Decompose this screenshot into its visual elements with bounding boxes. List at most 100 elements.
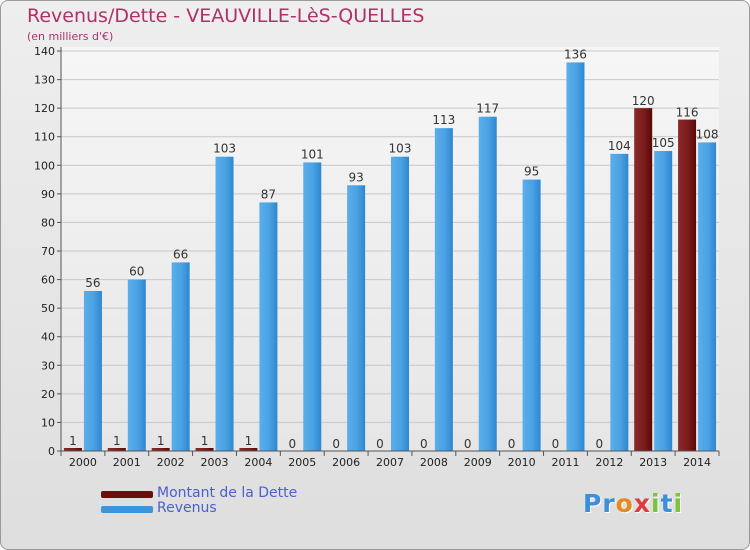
x-tick-label: 2006 (332, 456, 360, 469)
data-label-revenue: 103 (389, 142, 412, 156)
data-label-debt: 0 (596, 437, 604, 451)
bar-debt (634, 108, 653, 452)
data-label-revenue: 87 (261, 187, 276, 201)
data-label-revenue: 136 (564, 47, 587, 61)
data-label-debt: 0 (464, 437, 472, 451)
data-label-debt: 1 (113, 434, 121, 448)
legend-swatch-revenue (101, 506, 153, 513)
y-tick-label: 40 (41, 331, 55, 344)
x-tick-label: 2000 (69, 456, 97, 469)
x-axis: 2000 2001 2002 2003 2004 2005 2006 2007 2008 2009… (60, 450, 720, 469)
data-label-revenue: 93 (348, 170, 363, 184)
bar-debt (63, 448, 82, 451)
bars: 1 56 1 60 1 66 1 103 1 87 0 101 0 93 0 103 0 113 0 117 0 95 0 1… (63, 47, 719, 452)
y-tick-label: 90 (41, 188, 55, 201)
x-tick-label: 2007 (376, 456, 404, 469)
data-label-debt: 1 (69, 434, 77, 448)
x-tick-label: 2003 (201, 456, 229, 469)
bar-revenue (566, 62, 585, 452)
data-label-revenue: 101 (301, 147, 324, 161)
x-tick-label: 2009 (464, 456, 492, 469)
y-tick-label: 120 (34, 102, 55, 115)
y-tick-label: 80 (41, 216, 55, 229)
legend-label-revenue: Revenus (157, 500, 217, 516)
bar-debt (195, 448, 214, 451)
y-tick-label: 0 (48, 445, 55, 458)
x-tick-label: 2002 (157, 456, 185, 469)
data-label-revenue: 113 (432, 113, 455, 127)
legend-swatch-debt (101, 491, 153, 498)
data-label-debt: 116 (676, 106, 699, 120)
x-tick-label: 2014 (683, 456, 711, 469)
x-tick-label: 2010 (508, 456, 536, 469)
bar-revenue (610, 153, 629, 451)
legend-label-debt: Montant de la Dette (157, 485, 298, 501)
bar-revenue (171, 262, 190, 451)
bar-revenue (259, 202, 278, 451)
plot-background (61, 47, 719, 451)
y-tick-label: 20 (41, 388, 55, 401)
data-label-revenue: 60 (129, 265, 144, 279)
data-label-revenue: 117 (476, 102, 499, 116)
chart-title: Revenus/Dette - VEAUVILLE-LèS-QUELLES (27, 5, 425, 27)
y-tick-label: 60 (41, 274, 55, 287)
bar-revenue (127, 279, 146, 451)
y-tick-label: 30 (41, 359, 55, 372)
data-label-debt: 0 (288, 437, 296, 451)
x-tick-label: 2005 (288, 456, 316, 469)
grid-lines (61, 50, 719, 423)
bar-debt (678, 119, 697, 452)
logo-letter: x (633, 489, 651, 518)
logo-letter: P (583, 489, 603, 518)
y-tick-label: 110 (34, 131, 55, 144)
data-label-debt: 0 (376, 437, 384, 451)
data-label-revenue: 105 (652, 136, 675, 150)
bar-revenue (522, 179, 541, 452)
logo-letter: o (615, 489, 634, 518)
logo-letter: i (651, 489, 661, 518)
logo-letter: t (660, 489, 674, 518)
plot-area (61, 47, 719, 451)
bar-revenue (215, 156, 234, 451)
y-tick-label: 100 (34, 159, 55, 172)
y-tick-label: 130 (34, 74, 55, 87)
x-tick-label: 2004 (244, 456, 272, 469)
y-axis: 0 10 20 30 40 50 60 70 80 90 100 110 120 130 140 (34, 45, 62, 458)
x-tick-label: 2001 (113, 456, 141, 469)
chart-subtitle: (en milliers d'€) (27, 30, 114, 43)
bar-revenue (478, 116, 497, 451)
data-label-revenue: 66 (173, 247, 188, 261)
data-label-revenue: 104 (608, 139, 631, 153)
bar-revenue (654, 151, 673, 451)
data-label-debt: 0 (332, 437, 340, 451)
logo-letter: r (602, 489, 616, 518)
bar-revenue (698, 142, 717, 451)
bar-debt (239, 448, 258, 451)
bar-revenue (391, 156, 409, 451)
data-label-debt: 0 (420, 437, 428, 451)
data-label-revenue: 108 (696, 127, 719, 141)
logo-letter: i (673, 489, 684, 518)
bar-debt (151, 448, 170, 451)
x-tick-label: 2008 (420, 456, 448, 469)
data-label-debt: 120 (632, 94, 655, 108)
data-label-revenue: 56 (85, 276, 100, 290)
y-tick-label: 70 (41, 245, 55, 258)
data-label-debt: 1 (245, 434, 253, 448)
bar-revenue (303, 162, 322, 451)
data-label-revenue: 95 (524, 165, 539, 179)
y-tick-label: 50 (41, 302, 55, 315)
bar-revenue (347, 185, 366, 452)
data-label-debt: 0 (552, 437, 560, 451)
data-label-revenue: 103 (213, 142, 236, 156)
data-label-debt: 1 (201, 434, 209, 448)
x-tick-label: 2013 (639, 456, 667, 469)
data-label-debt: 0 (508, 437, 516, 451)
bar-revenue (83, 291, 102, 451)
data-label-debt: 1 (157, 434, 165, 448)
y-tick-label: 140 (34, 45, 55, 58)
bar-revenue (434, 128, 453, 451)
x-tick-label: 2011 (551, 456, 579, 469)
